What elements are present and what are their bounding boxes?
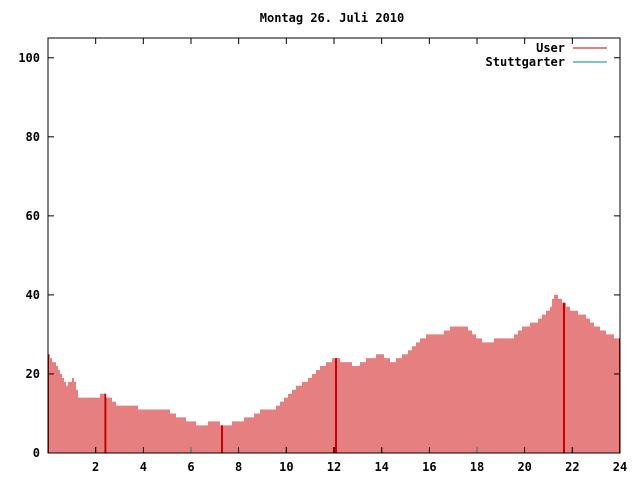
x-tick-label: 22 — [565, 460, 579, 474]
plot-frame — [47, 37, 621, 454]
x-tick-label: 20 — [517, 460, 531, 474]
y-tick-label: 20 — [26, 367, 40, 381]
y-tick-label: 0 — [33, 446, 40, 460]
x-tick-label: 6 — [187, 460, 194, 474]
y-tick-label: 60 — [26, 209, 40, 223]
x-tick-label: 8 — [235, 460, 242, 474]
x-tick-label: 4 — [140, 460, 147, 474]
bars-layer — [48, 294, 620, 453]
chart-title: Montag 26. Juli 2010 — [260, 11, 405, 25]
legend-label-stuttgarter: Stuttgarter — [486, 55, 565, 69]
legend: User Stuttgarter — [486, 41, 607, 69]
x-tick-label: 18 — [470, 460, 484, 474]
y-tick-label: 40 — [26, 288, 40, 302]
x-tick-label: 24 — [613, 460, 627, 474]
x-tick-label: 16 — [422, 460, 436, 474]
legend-label-user: User — [536, 41, 565, 55]
y-tick-label: 100 — [18, 51, 40, 65]
x-tick-label: 12 — [327, 460, 341, 474]
x-tick-label: 10 — [279, 460, 293, 474]
y-tick-label: 80 — [26, 130, 40, 144]
x-tick-label: 2 — [92, 460, 99, 474]
x-tick-label: 14 — [374, 460, 388, 474]
